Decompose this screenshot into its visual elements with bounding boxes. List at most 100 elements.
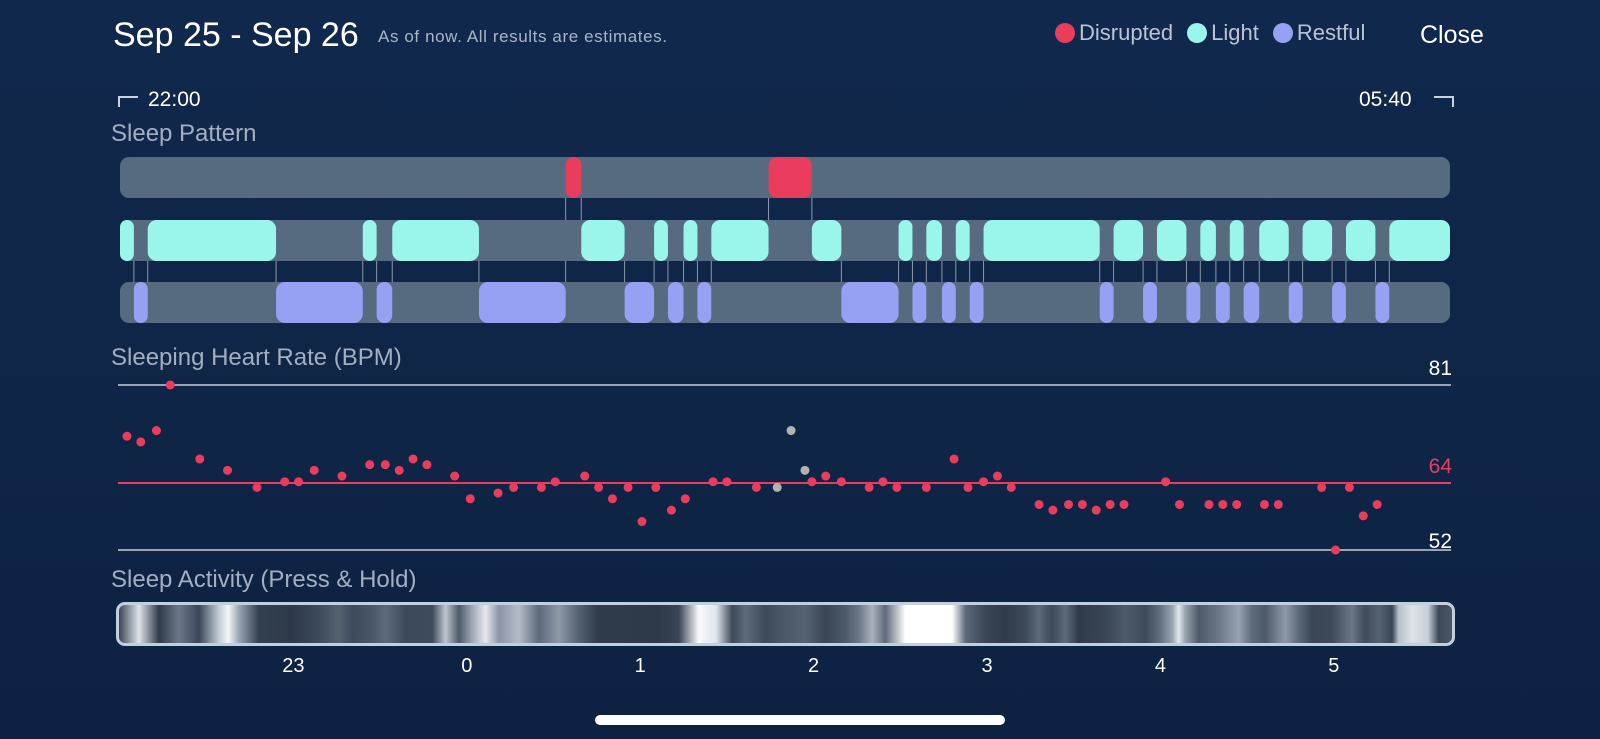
- heart-rate-point: [509, 482, 519, 492]
- start-bracket-icon: [118, 96, 138, 107]
- stage-segments: [120, 157, 1450, 323]
- heart-rate-chart[interactable]: 81 64 52: [0, 350, 1600, 565]
- heart-rate-point: [450, 471, 460, 481]
- axis-tick-label: 1: [634, 655, 646, 677]
- heart-rate-heading: Sleeping Heart Rate (BPM): [111, 344, 402, 371]
- heart-rate-points: [122, 380, 1382, 555]
- restful-segment: [1143, 282, 1157, 323]
- heart-rate-point: [195, 454, 205, 464]
- light-segment: [1229, 220, 1244, 261]
- restful-segment: [667, 282, 684, 323]
- light-segment: [1156, 220, 1187, 261]
- restful-segment: [1215, 282, 1230, 323]
- heart-rate-point: [992, 471, 1002, 481]
- heart-rate-point: [821, 471, 831, 481]
- restful-segment: [941, 282, 956, 323]
- heart-rate-point: [892, 482, 902, 492]
- estimate-note: As of now. All results are estimates.: [378, 27, 668, 46]
- heart-rate-point: [1064, 499, 1074, 509]
- heart-rate-point: [708, 477, 718, 487]
- light-segment: [362, 220, 377, 261]
- time-axis: 23 0 1 2 3 4 5: [0, 655, 1600, 685]
- legend-item-light: Light: [1187, 20, 1259, 46]
- heart-rate-point: [493, 488, 503, 498]
- heart-rate-point: [1259, 499, 1269, 509]
- heart-rate-point: [1344, 482, 1354, 492]
- heart-rate-point: [408, 454, 418, 464]
- axis-tick-label: 2: [808, 655, 820, 677]
- heart-rate-point: [223, 465, 233, 475]
- start-time: 22:00: [148, 88, 201, 111]
- restful-segment: [1288, 282, 1303, 323]
- light-segment: [1259, 220, 1289, 261]
- heart-rate-point: [309, 465, 319, 475]
- restful-segment: [133, 282, 148, 323]
- sleep-activity-bar[interactable]: [116, 602, 1455, 646]
- heart-rate-point: [1048, 505, 1058, 515]
- heart-rate-point: [1034, 499, 1044, 509]
- legend: Disrupted Light Restful: [1055, 20, 1379, 46]
- light-segment: [811, 220, 842, 261]
- sleep-pattern-chart[interactable]: [0, 150, 1600, 335]
- average-label: 64: [1429, 455, 1453, 478]
- restful-segment: [1099, 282, 1114, 323]
- axis-tick-label: 3: [981, 655, 993, 677]
- min-label: 52: [1429, 530, 1452, 553]
- restful-segment: [1186, 282, 1201, 323]
- light-segment: [654, 220, 668, 261]
- heart-rate-point: [365, 460, 375, 470]
- heart-rate-point: [921, 482, 931, 492]
- heart-rate-point: [1077, 499, 1087, 509]
- restful-segment: [1332, 282, 1346, 323]
- close-button[interactable]: Close: [1420, 21, 1484, 49]
- heart-rate-point: [836, 477, 846, 487]
- heart-rate-point: [1161, 477, 1171, 487]
- legend-item-restful: Restful: [1272, 20, 1366, 46]
- heart-rate-point: [878, 477, 888, 487]
- heart-rate-point: [1006, 482, 1016, 492]
- heart-rate-point: [1174, 499, 1184, 509]
- light-segment: [120, 220, 134, 261]
- light-segment: [983, 220, 1100, 261]
- end-bracket-icon: [1434, 96, 1454, 107]
- heart-rate-point: [465, 494, 475, 504]
- home-indicator[interactable]: [595, 715, 1005, 725]
- heart-rate-point: [294, 477, 304, 487]
- heart-rate-point: [580, 471, 590, 481]
- heart-rate-point: [594, 482, 604, 492]
- light-segment: [926, 220, 942, 261]
- heart-rate-point: [1372, 499, 1382, 509]
- heart-rate-point: [422, 460, 432, 470]
- restful-segment: [969, 282, 984, 323]
- heart-rate-point: [623, 482, 633, 492]
- restful-segment: [478, 282, 566, 323]
- heart-rate-point: [151, 426, 161, 436]
- restful-segment: [912, 282, 927, 323]
- restful-track: [120, 282, 1450, 323]
- restful-segment: [376, 282, 393, 323]
- heart-rate-point: [666, 505, 676, 515]
- heart-rate-point: [1317, 482, 1327, 492]
- light-segment: [683, 220, 698, 261]
- max-label: 81: [1429, 357, 1452, 380]
- heart-rate-point: [1091, 505, 1101, 515]
- heart-rate-point: [1204, 499, 1214, 509]
- legend-label-restful: Restful: [1296, 20, 1366, 45]
- heart-rate-point: [949, 454, 959, 464]
- heart-rate-point: [550, 477, 560, 487]
- heart-rate-point: [1105, 499, 1115, 509]
- light-segment: [1345, 220, 1376, 261]
- heart-rate-point: [637, 517, 647, 527]
- light-segment: [898, 220, 913, 261]
- legend-label-disrupted: Disrupted: [1079, 20, 1174, 45]
- end-time: 05:40: [1359, 88, 1412, 111]
- light-segment: [1113, 220, 1144, 261]
- date-range-title: Sep 25 - Sep 26: [113, 16, 359, 54]
- axis-tick-label: 0: [461, 655, 473, 677]
- heart-rate-point: [1218, 499, 1228, 509]
- light-segment: [711, 220, 769, 261]
- heart-rate-point: [380, 460, 390, 470]
- light-dot-icon: [1187, 23, 1208, 43]
- axis-tick-label: 5: [1328, 655, 1340, 677]
- axis-tick-label: 4: [1154, 655, 1166, 677]
